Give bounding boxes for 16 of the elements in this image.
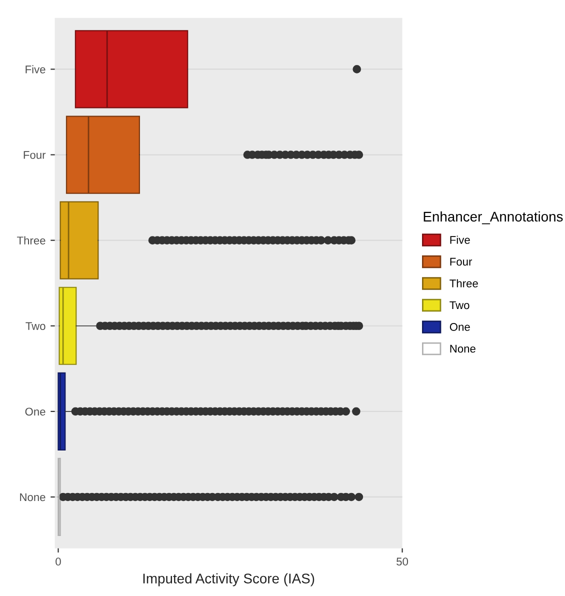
x-axis-title: Imputed Activity Score (IAS) xyxy=(143,573,314,586)
legend-label: Five xyxy=(450,236,470,244)
y-tick-label: Four xyxy=(24,151,46,159)
y-tick-label: None xyxy=(20,493,46,502)
legend-title: Enhancer_Annotations xyxy=(424,211,563,224)
legend-label: One xyxy=(450,323,470,331)
x-tick-label: 50 xyxy=(396,558,408,566)
legend-label: Three xyxy=(450,279,478,288)
y-tick-label: One xyxy=(25,408,46,416)
legend-label: Four xyxy=(450,258,472,266)
y-tick-label: Two xyxy=(26,322,46,330)
x-tick-label: 0 xyxy=(56,558,61,566)
y-tick-label: Three xyxy=(17,236,46,244)
legend-label: Two xyxy=(450,301,470,310)
legend-label: None xyxy=(450,344,476,353)
y-tick-label: Five xyxy=(26,65,46,74)
